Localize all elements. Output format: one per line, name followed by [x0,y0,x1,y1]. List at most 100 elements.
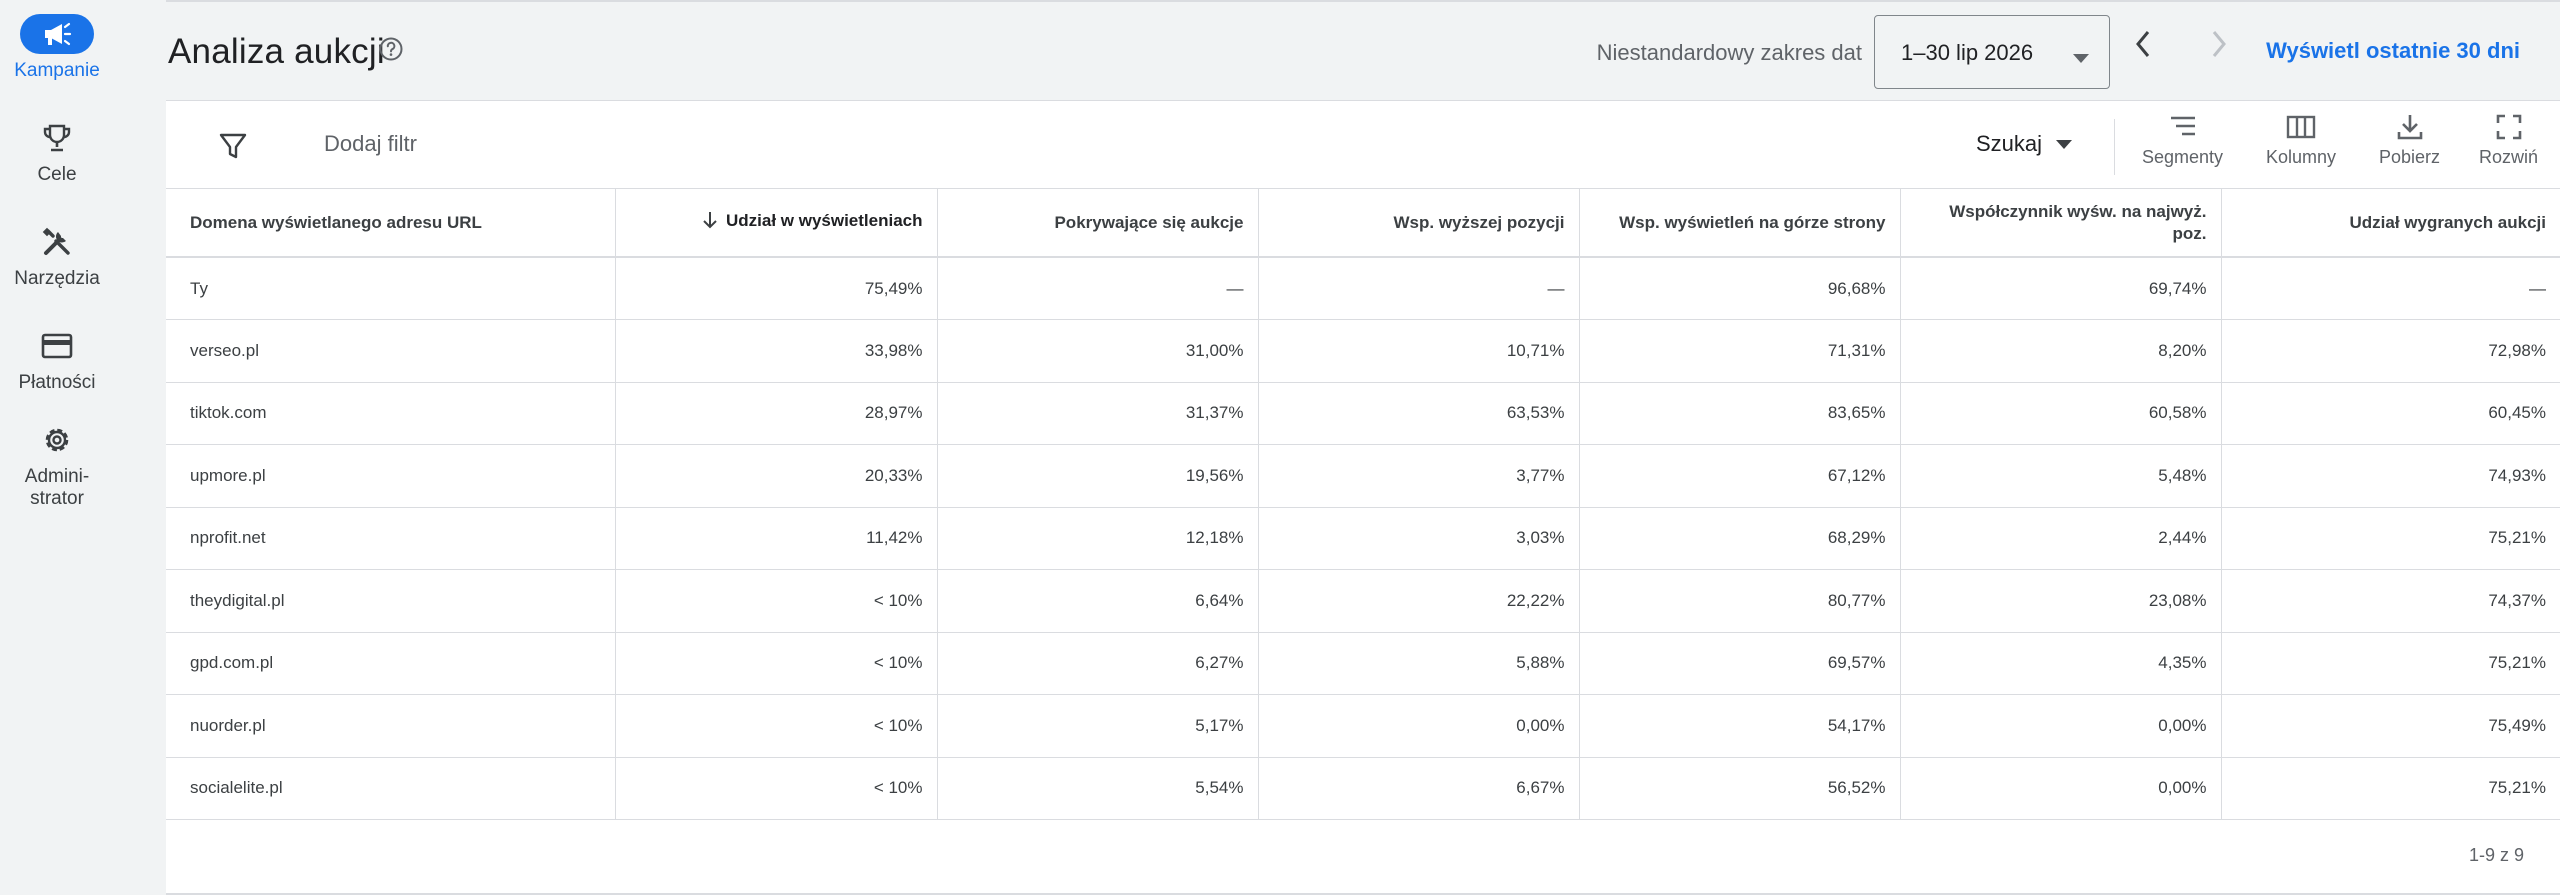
metric-cell: 6,67% [1258,757,1580,820]
metric-cell: 56,52% [1579,757,1901,820]
metric-cell: 6,27% [937,632,1259,695]
metric-cell: 33,98% [615,319,938,383]
credit-card-icon [20,326,94,366]
segments-button[interactable]: Segmenty [2142,113,2223,168]
metric-cell: 74,93% [2221,444,2560,508]
metric-cell: 74,37% [2221,569,2560,633]
column-header-abs-top-rate[interactable]: Współczynnik wyśw. na najwyż. poz. [1900,189,2222,258]
metric-cell: 8,20% [1900,319,2222,383]
metric-cell: 96,68% [1579,257,1901,320]
metric-cell: 69,74% [1900,257,2222,320]
column-header-label: Udział w wyświetleniach [725,211,923,230]
dropdown-arrow-icon [2073,50,2089,68]
search-label: Szukaj [1976,131,2043,156]
metric-cell: 5,17% [937,694,1259,758]
metric-cell: 63,53% [1258,382,1580,445]
search-dropdown[interactable]: Szukaj [1976,131,2073,157]
expand-button[interactable]: Rozwiń [2479,113,2538,168]
table-row: nuorder.pl < 10% 5,17% 0,00% 54,17% 0,00% 75,4… [166,694,2560,758]
table-body: Ty 75,49% — —96,68% 69,74% — verseo.pl 33,98% 31… [166,257,2560,820]
metric-cell: 75,21% [2221,757,2560,820]
domain-cell: Ty [166,257,616,320]
metric-cell: 0,00% [1900,694,2222,758]
chevron-right-icon[interactable] [2206,28,2230,65]
metric-cell: 11,42% [615,507,938,570]
segments-label: Segmenty [2142,147,2224,167]
top-divider [166,0,2560,2]
metric-cell: 0,00% [1258,694,1580,758]
columns-icon [2286,115,2316,139]
table-row: verseo.pl 33,98% 31,00% 10,71% 71,31% 8,20% 72… [166,319,2560,383]
metric-cell: 19,56% [937,444,1259,508]
metric-cell: 3,03% [1258,507,1580,570]
dropdown-arrow-icon [2056,139,2073,149]
card-bottom-divider [166,893,2560,895]
metric-cell: 75,49% [615,257,938,320]
sidebar: Kampanie Cele Narzędzia [0,0,166,895]
domain-cell: socialelite.pl [166,757,616,820]
metric-cell: 5,88% [1258,632,1580,695]
metric-cell: 75,21% [2221,507,2560,570]
metric-cell: 22,22% [1258,569,1580,633]
metric-cell: < 10% [615,757,938,820]
table-row: Ty 75,49% — —96,68% 69,74% — [166,257,2560,320]
metric-cell: 31,37% [937,382,1259,445]
download-label: Pobierz [2379,147,2441,167]
table-row: nprofit.net 11,42% 12,18% 3,03% 68,29% 2,44% 7… [166,507,2560,570]
sidebar-item-label: Admini- strator [24,466,90,509]
column-header-overlap-rate[interactable]: Pokrywające się aukcje [937,189,1259,258]
domain-cell: upmore.pl [166,444,616,508]
add-filter-button[interactable]: Dodaj filtr [324,131,417,156]
table-row: upmore.pl 20,33% 19,56% 3,77% 67,12% 5,48% 74,… [166,444,2560,508]
sidebar-item-label: Narzędzia [14,268,100,289]
sort-descending-icon [702,211,718,235]
domain-cell: nuorder.pl [166,694,616,758]
columns-button[interactable]: Kolumny [2266,113,2336,168]
metric-cell: 75,49% [2221,694,2560,758]
domain-cell: tiktok.com [166,382,616,445]
metric-cell: — [2221,257,2560,320]
metric-cell: < 10% [615,694,938,758]
date-range-caption: Niestandardowy zakres dat [1596,40,1862,65]
metric-cell: 6,64% [937,569,1259,633]
download-icon [2397,115,2422,140]
page-header: Analiza aukcji Niestandardowy zakres dat… [166,2,2560,100]
auction-insights-table: Domena wyświetlanego adresu URL Udział w… [166,189,2560,820]
filter-icon[interactable] [218,131,248,166]
metric-cell: — [1258,257,1580,320]
metric-cell: 2,44% [1900,507,2222,570]
metric-cell: 80,77% [1579,569,1901,633]
column-header-outranking-share[interactable]: Udział wygranych aukcji [2221,189,2560,258]
metric-cell: < 10% [615,569,938,633]
date-range-select[interactable]: 1–30 lip 2026 [1874,15,2110,89]
sidebar-item-administrator[interactable]: Admini- strator [0,420,114,510]
metric-cell: 54,17% [1579,694,1901,758]
table-header-row: Domena wyświetlanego adresu URL Udział w… [166,189,2560,258]
gear-icon [20,420,94,460]
column-header-domain[interactable]: Domena wyświetlanego adresu URL [166,189,616,258]
sidebar-item-narzedzia[interactable]: Narzędzia [0,222,114,290]
table-row: socialelite.pl < 10% 5,54% 6,67% 56,52% 0,00%… [166,757,2560,820]
auction-insights-card: Dodaj filtr Szukaj Segmenty Kolumny Pobi [166,100,2560,895]
table-row: theydigital.pl < 10% 6,64% 22,22% 80,77% 23,0… [166,569,2560,633]
column-header-position-above-rate[interactable]: Wsp. wyższej pozycji [1258,189,1580,258]
metric-cell: 12,18% [937,507,1259,570]
metric-cell: 3,77% [1258,444,1580,508]
metric-cell: 68,29% [1579,507,1901,570]
metric-cell: 60,45% [2221,382,2560,445]
date-range-value: 1–30 lip 2026 [1901,40,2034,65]
chevron-left-icon[interactable] [2132,28,2156,65]
sidebar-item-kampanie[interactable]: Kampanie [0,14,114,82]
table-row: gpd.com.pl < 10% 6,27% 5,88% 69,57% 4,35% 75,2… [166,632,2560,695]
metric-cell: 75,21% [2221,632,2560,695]
help-icon[interactable] [378,36,404,67]
download-button[interactable]: Pobierz [2379,113,2440,168]
domain-cell: theydigital.pl [166,569,616,633]
show-last-30-days-button[interactable]: Wyświetl ostatnie 30 dni [2266,38,2520,63]
column-header-top-of-page-rate[interactable]: Wsp. wyświetleń na górze strony [1579,189,1901,258]
sidebar-item-label: Cele [37,164,77,185]
metric-cell: 20,33% [615,444,938,508]
column-header-impression-share[interactable]: Udział w wyświetleniach [615,189,938,258]
sidebar-item-cele[interactable]: Cele [0,118,114,186]
sidebar-item-platnosci[interactable]: Płatności [0,326,114,394]
